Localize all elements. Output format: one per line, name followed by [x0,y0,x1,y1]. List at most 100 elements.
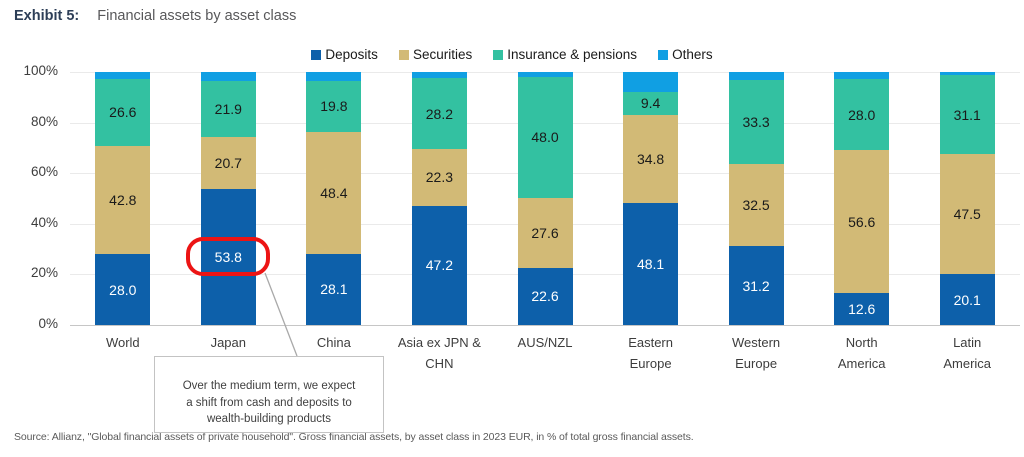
value-label: 22.3 [425,169,454,186]
segment-securities-asia-ex-jpn-chn: 22.3 [411,149,467,206]
x-category-label-china: China [316,335,351,350]
segment-deposits-north-america: 12.6 [834,293,890,325]
y-tick-label-80: 80% [30,113,58,129]
segment-others-aus-nzl [517,72,573,77]
segment-deposits-china: 28.1 [306,253,362,325]
value-label: 53.8 [214,248,242,265]
y-tick-label-100: 100% [23,63,58,78]
value-label: 20.7 [214,154,242,171]
value-label: 32.5 [742,197,770,214]
gridline-0 [70,325,1020,326]
y-tick-label-0: 0% [38,316,58,331]
value-label: 56.6 [848,213,876,230]
value-label: 26.6 [109,104,137,121]
plot-area: 28.0 42.8 26.6 53.8 20.7 21.9 28.1 48.4 19.8 47.2… [70,72,1020,326]
x-category-label-latin-america: Latin America [943,335,992,372]
segment-others-latin-america [939,72,995,76]
segment-others-world [95,72,151,79]
legend-item-deposits: Deposits [311,47,378,62]
segment-securities-western-europe: 32.5 [728,163,784,247]
bar-eastern-europe: 48.1 34.8 9.4 [623,72,679,325]
legend-item-insurance-pensions: Insurance & pensions [493,47,637,62]
value-label: 19.8 [320,98,348,115]
value-label: 48.1 [636,256,665,273]
bar-china: 28.1 48.4 19.8 [306,72,362,325]
segment-deposits-world: 28.0 [95,254,151,325]
value-label: 42.8 [109,192,137,209]
x-category-label-world: World [105,335,140,350]
segment-insurance-pensions-aus-nzl: 48.0 [517,76,573,198]
chart-title: Financial assets by asset class [97,8,297,24]
highlight-oval [186,237,271,277]
x-category-label-western-europe: Western Europe [732,335,781,372]
segment-deposits-latin-america: 20.1 [939,274,995,325]
source-note: Source: Allianz, "Global financial asset… [14,431,694,443]
value-label: 31.2 [742,277,770,294]
legend-label: Securities [412,47,473,62]
segment-securities-aus-nzl: 27.6 [517,198,573,268]
segment-others-eastern-europe [623,72,679,92]
legend-swatch-deposits [311,49,322,60]
segment-deposits-asia-ex-jpn-chn: 47.2 [411,205,467,325]
segment-deposits-eastern-europe: 48.1 [623,203,679,325]
value-label: 48.0 [531,129,559,146]
bar-asia-ex-jpn-chn: 47.2 22.3 28.2 [411,72,467,325]
legend-swatch-insurance-pensions [493,49,504,60]
segment-securities-world: 42.8 [95,145,151,255]
value-label: 34.8 [636,151,665,168]
legend-swatch-others [658,49,669,60]
value-label: 28.0 [109,281,137,298]
value-label: 20.1 [953,291,981,308]
segment-securities-japan: 20.7 [200,136,256,189]
value-label: 28.0 [848,106,876,123]
bar-western-europe: 31.2 32.5 33.3 [728,72,784,325]
segment-securities-eastern-europe: 34.8 [623,115,679,204]
value-label: 28.2 [425,105,454,122]
segment-securities-china: 48.4 [306,131,362,254]
y-tick-label-20: 20% [30,265,58,281]
legend-label: Others [672,47,713,62]
segment-insurance-pensions-eastern-europe: 9.4 [623,91,679,116]
segment-insurance-pensions-asia-ex-jpn-chn: 28.2 [411,77,467,150]
segment-insurance-pensions-north-america: 28.0 [834,79,890,150]
segment-insurance-pensions-china: 19.8 [306,81,362,132]
x-category-label-eastern-europe: Eastern Europe [628,335,673,372]
x-category-label-aus-nzl: AUS/NZL [517,335,573,350]
legend-item-others: Others [658,47,713,62]
x-category-label-japan: Japan [210,335,246,350]
chart-legend: Deposits Securities Insurance & pensions Ot… [0,47,1024,62]
segment-deposits-western-europe: 31.2 [728,246,784,325]
value-label: 22.6 [531,288,559,305]
segment-others-asia-ex-jpn-chn [411,72,467,78]
segment-insurance-pensions-latin-america: 31.1 [939,75,995,154]
segment-insurance-pensions-world: 26.6 [95,78,151,146]
value-label: 12.6 [848,301,876,318]
bar-aus-nzl: 22.6 27.6 48.0 [517,72,573,325]
value-label: 47.5 [953,206,981,223]
value-label: 27.6 [531,224,559,241]
segment-others-western-europe [728,72,784,80]
legend-swatch-securities [398,49,409,60]
x-category-label-asia-ex-jpn-chn: Asia ex JPN & CHN [397,335,481,372]
segment-insurance-pensions-western-europe: 33.3 [728,79,784,164]
segment-deposits-aus-nzl: 22.6 [517,267,573,325]
value-label: 21.9 [214,100,242,117]
legend-label: Deposits [325,47,378,62]
segment-insurance-pensions-japan: 21.9 [200,81,256,137]
segment-securities-latin-america: 47.5 [939,153,995,275]
legend-label: Insurance & pensions [507,47,638,62]
bar-world: 28.0 42.8 26.6 [95,72,151,325]
segment-others-china [306,72,362,82]
value-label: 28.1 [320,281,348,298]
value-label: 31.1 [953,106,981,123]
y-tick-label-40: 40% [30,214,58,230]
value-label: 33.3 [742,113,770,130]
segment-others-japan [200,72,256,82]
bar-north-america: 12.6 56.6 28.0 [834,72,890,325]
value-label: 47.2 [425,257,454,274]
annotation-box: Over the medium term, we expect a shift … [154,356,384,434]
exhibit-label: Exhibit 5: [14,8,80,24]
y-tick-label-60: 60% [30,164,58,180]
segment-securities-north-america: 56.6 [834,149,890,294]
bar-latin-america: 20.1 47.5 31.1 [939,72,995,325]
